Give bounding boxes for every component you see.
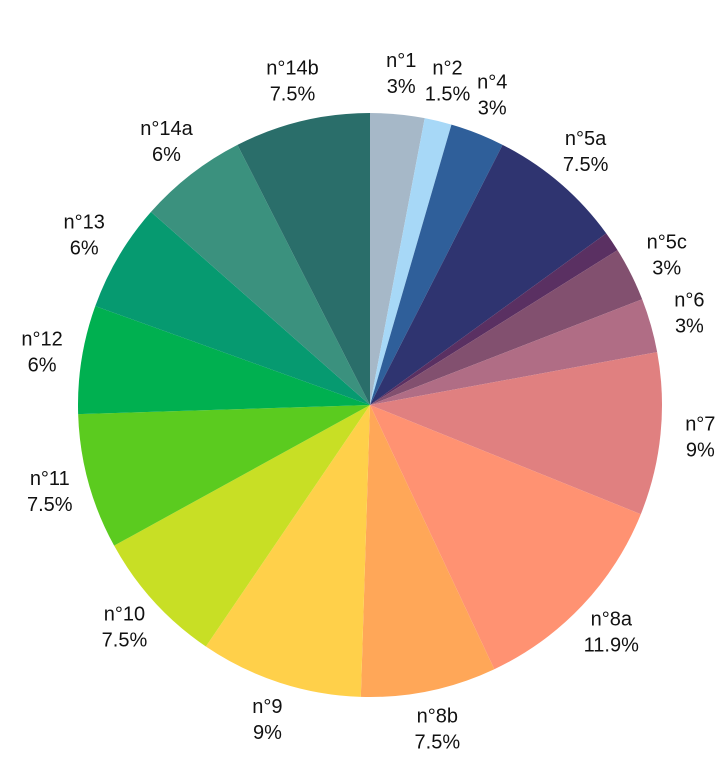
pie-slice (370, 118, 452, 405)
pie-slice (370, 405, 641, 670)
slice-label: n°6 (674, 290, 704, 312)
slice-label: n°13 (64, 211, 105, 233)
slice-label: n°10 (104, 604, 145, 626)
slice-label: n°1 (386, 50, 416, 72)
pie-slice (205, 405, 370, 697)
slice-label: n°5c (647, 231, 687, 253)
slice-value-label: 7.5% (415, 731, 461, 753)
slice-label: n°9 (252, 696, 282, 718)
slice-value-label: 6% (70, 237, 99, 259)
pie-slice (370, 250, 643, 405)
pie-slice (370, 124, 503, 406)
slice-value-label: 3% (652, 257, 681, 279)
pie-slice (95, 211, 370, 405)
slice-value-label: 7.5% (27, 494, 73, 516)
pie-slice (370, 144, 607, 405)
slice-value-label: 6% (152, 144, 181, 166)
slice-label: n°8a (591, 608, 633, 630)
slice-label: n°14b (266, 57, 319, 79)
pie-slice (78, 306, 370, 415)
pie-slice (370, 113, 425, 405)
slice-value-label: 9% (253, 722, 282, 744)
pie-slice (370, 352, 663, 515)
slice-label: n°7 (685, 414, 715, 436)
pie-slice (237, 113, 370, 405)
slice-value-label: 7.5% (563, 154, 609, 176)
slice-label: n°8b (417, 705, 458, 727)
slice-value-label: 9% (686, 440, 715, 462)
pie-slice (360, 405, 495, 697)
pie-slice (114, 405, 371, 647)
slice-value-label: 1.5% (425, 83, 471, 105)
slice-value-label: 3% (387, 76, 416, 98)
slice-value-label: 7.5% (270, 83, 316, 105)
slice-label: n°12 (21, 328, 62, 350)
slice-value-label: 3% (675, 316, 704, 338)
pie-slice (370, 233, 618, 405)
slice-label: n°5a (565, 128, 607, 150)
slice-label: n°2 (432, 57, 462, 79)
pie-slice (150, 144, 370, 405)
slice-value-label: 11.9% (584, 634, 639, 656)
slice-label: n°4 (477, 72, 507, 94)
pie-slice (370, 299, 658, 405)
slice-value-label: 6% (28, 354, 57, 376)
slice-value-label: 7.5% (102, 630, 148, 652)
slice-label: n°11 (30, 468, 70, 490)
pie-slice (78, 405, 371, 546)
slice-value-label: 3% (478, 98, 507, 120)
slice-label: n°14a (140, 118, 193, 140)
